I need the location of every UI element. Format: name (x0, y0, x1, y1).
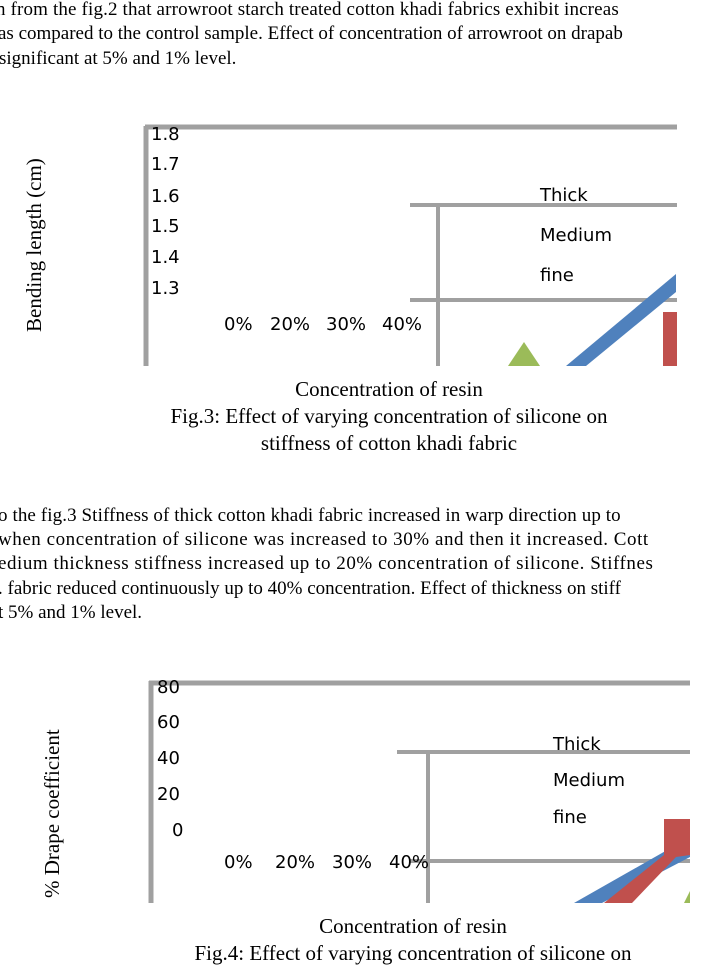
fig3-x-tick: 30% (326, 314, 366, 335)
paragraph-2-line-4: . fabric reduced continuously up to 40% … (0, 578, 621, 599)
fig4-y-tick: 20 (157, 784, 180, 805)
fig4-y-tick: 80 (157, 677, 180, 698)
fig4-x-tick: 40% (389, 852, 429, 873)
paragraph-2-line-5: t 5% and 1% level. (0, 602, 143, 623)
fig4-legend-fine: fine (553, 807, 587, 828)
paragraph-2-line-1: o the fig.3 Stiffness of thick cotton kh… (0, 505, 621, 526)
fig3-y-tick: 1.5 (151, 216, 180, 237)
paragraph-1-line-2: as compared to the control sample. Effec… (0, 23, 623, 44)
fig3-series-thick (566, 274, 676, 366)
figure-4-chart: 80 60 40 20 0 0% 20% 30% 40% Thick Mediu… (0, 665, 728, 905)
fig4-series-medium (604, 819, 690, 903)
fig4-x-tick: 20% (275, 852, 315, 873)
fig3-legend-medium: Medium (540, 225, 612, 246)
figure-3-svg: 1.8 1.7 1.6 1.5 1.4 1.3 0% 20% 30% 40% T… (143, 124, 677, 366)
paragraph-1-line-3: significant at 5% and 1% level. (0, 48, 237, 69)
fig3-y-tick: 1.4 (151, 247, 180, 268)
fig3-x-tick: 0% (224, 314, 253, 335)
fig3-legend-fine: fine (540, 265, 574, 286)
fig4-series-fine-marker (684, 891, 690, 903)
fig3-x-tick: 40% (382, 314, 422, 335)
fig4-x-tick: 30% (332, 852, 372, 873)
fig3-y-tick: 1.6 (151, 186, 180, 207)
fig4-y-axis-label: % Drape coefficient (40, 729, 64, 898)
fig3-caption-line-2: stiffness of cotton khadi fabric (260, 431, 518, 455)
fig3-y-axis-label: Bending length (cm) (22, 158, 46, 332)
fig4-y-tick: 60 (157, 712, 180, 733)
fig3-legend-thick: Thick (539, 185, 588, 206)
fig3-y-tick: 1.8 (151, 124, 180, 145)
paragraph-1-line-1: n from the fig.2 that arrowroot starch t… (0, 0, 619, 20)
fig3-y-tick: 1.3 (151, 278, 180, 299)
paragraph-2-line-3: edium thickness stiffness increased up t… (0, 553, 654, 574)
figure-4-svg: 80 60 40 20 0 0% 20% 30% 40% Thick Mediu… (148, 677, 690, 903)
fig4-caption-line-1: Fig.4: Effect of varying concentration o… (194, 941, 632, 965)
fig3-series-fine-marker (508, 342, 540, 366)
fig4-y-tick: 0 (172, 820, 183, 841)
fig3-y-tick: 1.7 (151, 154, 180, 175)
fig3-x-axis-label: Concentration of resin (295, 377, 483, 401)
paragraph-2-line-2: when concentration of silicone was incre… (0, 529, 649, 550)
fig4-x-axis-label: Concentration of resin (319, 914, 507, 938)
fig4-y-tick: 40 (157, 748, 180, 769)
fig3-x-tick: 20% (270, 314, 310, 335)
fig4-legend-medium: Medium (553, 770, 625, 791)
fig4-legend-thick: Thick (552, 734, 601, 755)
fig4-x-tick: 0% (224, 852, 253, 873)
fig3-caption-line-1: Fig.3: Effect of varying concentration o… (170, 404, 608, 428)
fig3-series-medium (663, 312, 677, 366)
figure-3-chart: 1.8 1.7 1.6 1.5 1.4 1.3 0% 20% 30% 40% T… (0, 110, 728, 390)
